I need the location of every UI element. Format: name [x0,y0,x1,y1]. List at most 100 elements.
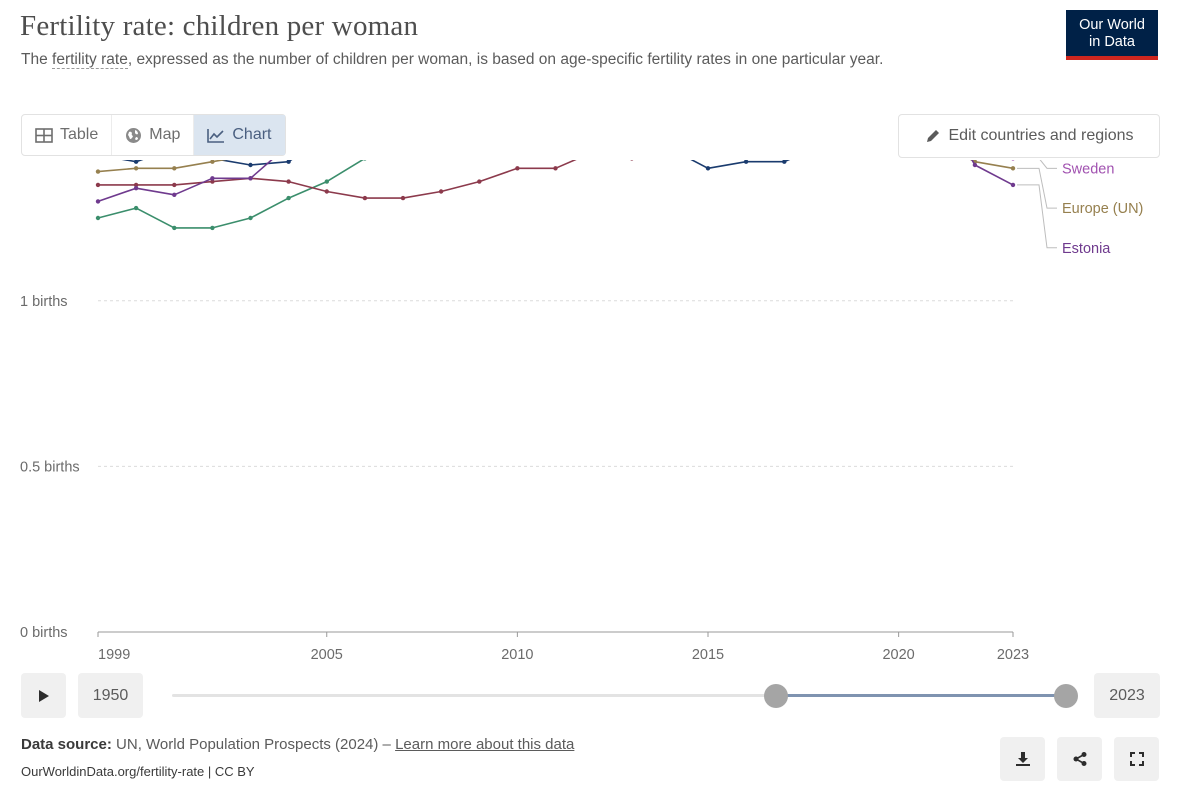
data-point[interactable] [286,179,291,184]
label-connector [1039,160,1057,169]
x-tick-label: 2015 [692,647,724,663]
play-button[interactable] [21,673,66,718]
chart-title: Fertility rate: children per woman [20,10,419,42]
series-croatia[interactable]: Croatia [96,160,1110,171]
data-point[interactable] [248,176,253,181]
logo-line-1: Our World [1079,17,1145,33]
data-point[interactable] [133,205,139,211]
data-point[interactable] [133,182,139,188]
data-point[interactable] [400,195,406,201]
data-point[interactable] [172,192,177,197]
tab-table[interactable]: Table [22,115,111,155]
x-tick-label: 1999 [98,647,130,663]
x-tick-label: 2023 [997,647,1029,663]
timeline-selected-range [776,694,1066,697]
data-point[interactable] [438,189,444,194]
data-point[interactable] [210,179,215,184]
x-tick-label: 2010 [501,647,533,663]
line-chart-icon [207,128,225,143]
timeline-start-handle[interactable] [764,684,789,708]
tab-chart[interactable]: Chart [193,115,285,155]
data-point[interactable] [95,199,101,204]
edit-countries-button[interactable]: Edit countries and regions [898,114,1160,158]
data-point[interactable] [324,179,329,184]
data-point[interactable] [705,166,711,171]
series-label[interactable]: Estonia [1062,241,1111,257]
data-point[interactable] [248,162,253,168]
data-point[interactable] [630,160,634,161]
data-point[interactable] [743,160,749,164]
logo-line-2: in Data [1089,34,1135,50]
data-point[interactable] [362,195,368,201]
data-point[interactable] [172,225,177,231]
timeline-end-handle[interactable] [1054,684,1078,708]
y-tick-label: 1 births [20,294,68,310]
data-point[interactable] [1010,182,1016,188]
learn-more-link[interactable]: Learn more about this data [395,736,575,753]
tab-table-label: Table [60,126,99,143]
edit-countries-label: Edit countries and regions [948,127,1134,144]
data-source: Data source: UN, World Population Prospe… [21,736,574,753]
data-point[interactable] [286,160,291,164]
play-icon [38,689,49,702]
x-tick-label: 2020 [882,647,914,663]
series-label[interactable]: Sweden [1062,161,1114,177]
timeline-start-year[interactable]: 1950 [78,673,143,718]
data-point[interactable] [477,179,482,184]
tab-chart-label: Chart [232,126,272,143]
data-point[interactable] [210,225,215,231]
download-button[interactable] [1000,737,1045,781]
table-icon [35,127,53,143]
data-point[interactable] [133,186,139,191]
fullscreen-button[interactable] [1114,737,1159,781]
subtitle-text-before: The [21,51,53,68]
globe-icon [126,127,142,143]
data-point[interactable] [95,182,101,188]
data-point[interactable] [1010,166,1016,171]
series-europe-un[interactable]: Europe (UN) [95,160,1144,217]
series-label[interactable]: Europe (UN) [1062,201,1143,217]
owid-logo[interactable]: Our World in Data [1066,10,1158,60]
data-point[interactable] [172,166,177,171]
data-point[interactable] [363,160,367,161]
fertility-rate-term-link[interactable]: fertility rate [52,51,128,69]
data-point[interactable] [172,182,177,188]
series-bulgaria[interactable]: Bulgaria [95,160,1116,231]
download-icon [1015,752,1030,766]
chart-url-license: OurWorldinData.org/fertility-rate | CC B… [21,764,255,779]
data-point[interactable] [210,160,215,164]
data-point[interactable] [972,162,978,168]
label-connector [1017,184,1057,249]
pencil-icon [926,130,939,142]
data-point[interactable] [324,189,329,194]
data-source-label: Data source: [21,736,112,753]
x-tick-label: 2005 [311,647,343,663]
fullscreen-icon [1129,752,1144,766]
data-point[interactable] [286,195,291,201]
data-point[interactable] [95,215,101,221]
data-point[interactable] [248,215,253,221]
share-icon [1073,752,1086,766]
data-point[interactable] [782,160,787,164]
data-point[interactable] [210,176,215,181]
series-estonia[interactable]: Estonia [95,160,1111,257]
timeline-end-year[interactable]: 2023 [1094,673,1160,718]
subtitle-text-after: , expressed as the number of children pe… [127,51,884,68]
data-point[interactable] [515,166,520,171]
data-point[interactable] [1011,160,1015,161]
data-point[interactable] [133,166,139,171]
tab-map[interactable]: Map [111,115,193,155]
data-source-text: UN, World Population Prospects (2024) – [116,736,396,753]
data-point[interactable] [133,160,139,164]
share-button[interactable] [1057,737,1102,781]
data-point[interactable] [553,166,558,171]
timeline-track[interactable] [172,694,1066,697]
chart-subtitle: The fertility rate, expressed as the num… [21,50,1011,69]
view-tabs: Table Map Chart [21,114,286,156]
y-tick-label: 0 births [20,625,68,641]
tab-map-label: Map [149,126,181,143]
series-sweden[interactable]: Sweden [96,160,1115,177]
data-point[interactable] [95,169,101,174]
series-serbia[interactable]: Serbia [95,160,1105,201]
